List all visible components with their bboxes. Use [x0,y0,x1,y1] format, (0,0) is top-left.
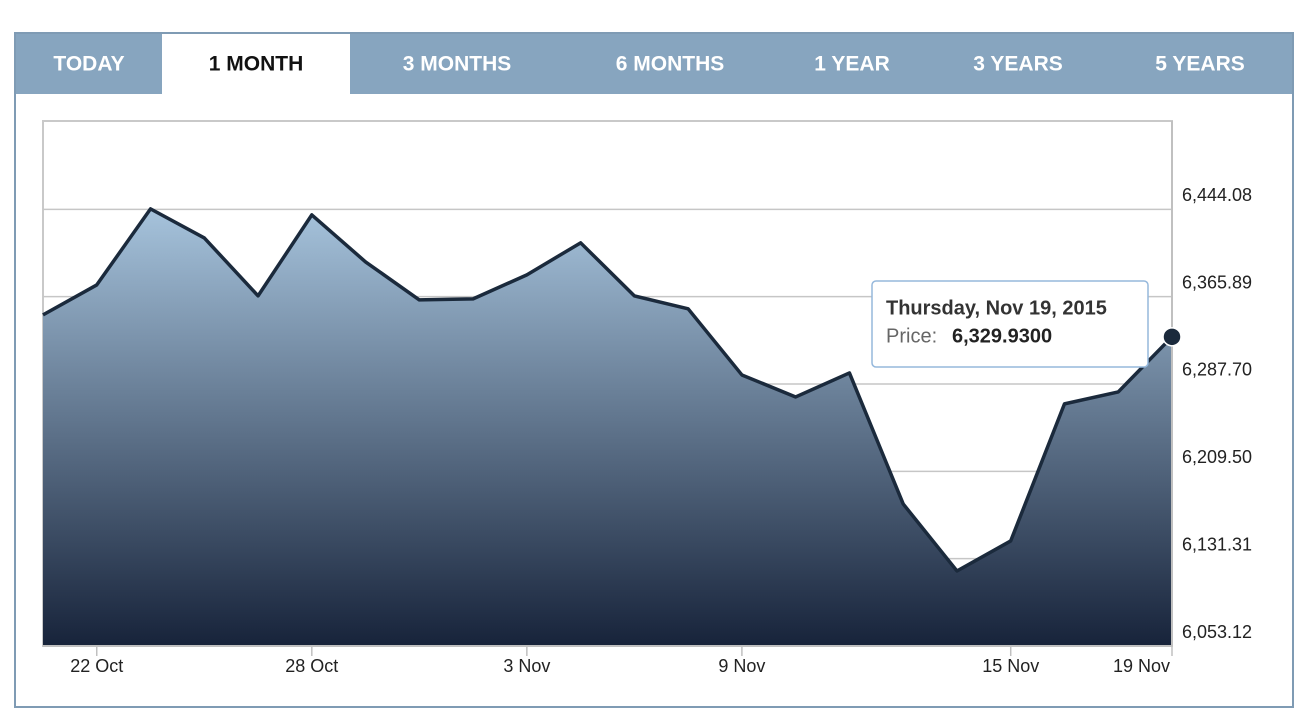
tab[interactable]: 5 YEARS [1155,53,1245,76]
tooltip-value: 6,329.9300 [952,325,1052,347]
tab[interactable]: 1 MONTH [209,53,304,76]
x-tick-label: 19 Nov [1113,656,1170,676]
tab[interactable]: TODAY [53,53,124,76]
y-tick-label: 6,365.89 [1182,272,1252,292]
x-tick-label: 3 Nov [503,656,550,676]
tab[interactable]: 3 MONTHS [403,53,512,76]
tab[interactable]: 6 MONTHS [616,53,725,76]
tab[interactable]: 1 YEAR [814,53,889,76]
tooltip-box [871,280,1149,368]
y-tick-label: 6,287.70 [1182,360,1252,380]
x-tick-label: 9 Nov [718,656,765,676]
y-tick-label: 6,131.31 [1182,534,1252,554]
tooltip-label: Price: [886,325,937,347]
tab-active-bg [162,34,350,94]
tab[interactable]: 3 YEARS [973,53,1063,76]
hover-marker [1162,327,1182,347]
tooltip-title: Thursday, Nov 19, 2015 [886,297,1107,319]
area-fill [43,208,1172,646]
x-tick-label: 15 Nov [982,656,1039,676]
y-tick-label: 6,209.50 [1182,447,1252,467]
price-line [42,207,1174,573]
x-tick-label: 28 Oct [285,656,338,676]
y-tick-label: 6,053.12 [1182,622,1252,642]
x-tick-label: 22 Oct [70,656,123,676]
y-tick-label: 6,444.08 [1182,185,1252,205]
